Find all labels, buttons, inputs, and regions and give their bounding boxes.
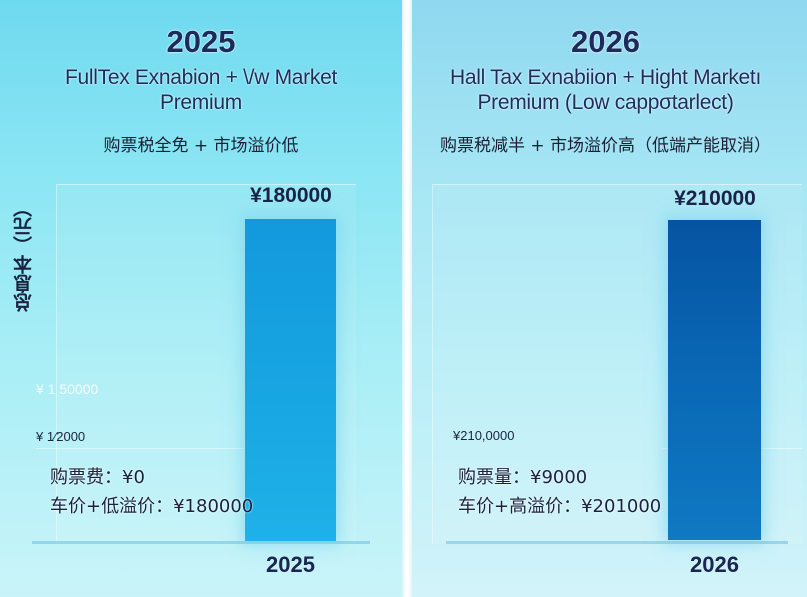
bar-2025 [245, 219, 336, 541]
subtitle-chinese: 购票税全免 + 市场溢价低 [103, 136, 299, 156]
panel-title-year: 2026 [571, 24, 640, 59]
subtitle-english-line2: Premium [160, 91, 242, 114]
bar-value-label: ¥180000 [250, 184, 332, 207]
gridline [36, 448, 246, 449]
x-axis-baseline [446, 541, 788, 544]
note-purchase-tax: 购票量：¥9000 [458, 467, 588, 488]
panel-2025: 2025 FullTex Exnabion + \/w Market Premi… [0, 0, 402, 597]
panel-divider [402, 0, 412, 597]
subtitle-english-line1: Hall Tax Exnabiion + Hight Marketı [450, 66, 761, 89]
bar-2026 [668, 220, 761, 540]
x-axis-label: 2026 [690, 552, 739, 577]
y-axis-label: 总息本（元） [13, 198, 35, 312]
subtitle-chinese: 购票税减半 + 市场溢价高（低端产能取消） [439, 136, 772, 156]
subtitle-english-line1: FullTex Exnabion + \/w Market [64, 66, 337, 89]
x-axis-baseline [32, 541, 370, 544]
y-tick-label: ¥210,0000 [453, 428, 515, 443]
bar-value-label: ¥210000 [674, 187, 756, 210]
note-purchase-tax: 购票费：¥0 [50, 467, 145, 488]
panel-2026: 2026 Hall Tax Exnabiion + Hight Marketı … [412, 0, 807, 597]
subtitle-english-line2: Premium (Low cappσtarlect) [477, 91, 734, 114]
y-tick-label: ¥ 1⁄2000 [36, 429, 86, 444]
y-tick-label-faint: ¥ 1 50000 [36, 381, 99, 397]
note-car-price: 车价+低溢价：¥180000 [50, 496, 254, 517]
x-axis-label: 2025 [266, 552, 315, 577]
note-car-price: 车价+高溢价：¥201000 [458, 496, 662, 517]
panel-title-year: 2025 [166, 24, 236, 59]
